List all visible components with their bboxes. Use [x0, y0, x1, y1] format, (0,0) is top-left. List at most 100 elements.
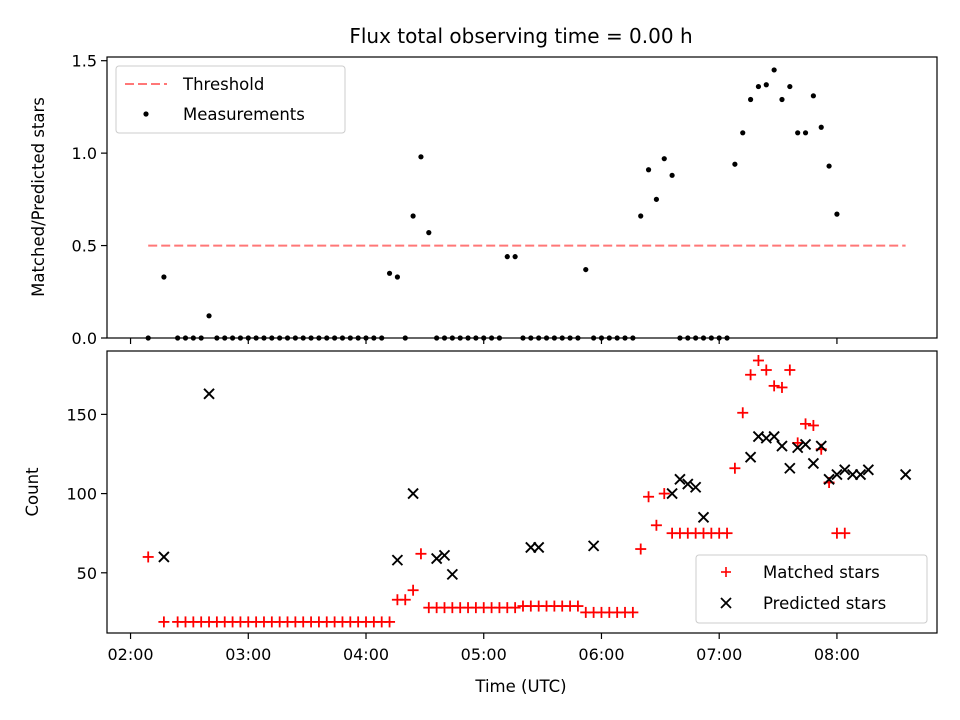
predicted-stars-point — [807, 457, 820, 470]
matched-stars-point — [839, 527, 851, 539]
legend-predicted-swatch — [720, 597, 732, 609]
predicted-stars-point — [854, 468, 867, 481]
matched-stars-point — [650, 519, 662, 531]
matched-stars-point — [399, 594, 411, 606]
measurement-point — [810, 93, 816, 99]
legend-threshold-label: Threshold — [182, 75, 264, 94]
matched-stars-point — [658, 488, 670, 500]
legend-measurements-swatch — [143, 111, 149, 117]
y-tick-label: 1.0 — [72, 144, 97, 163]
matched-stars-point — [800, 418, 812, 430]
predicted-stars-point — [815, 440, 827, 452]
y-tick-label: 150 — [66, 405, 97, 424]
matched-stars-point — [627, 606, 639, 618]
measurement-point — [645, 167, 652, 173]
top-panel-legend: Threshold Measurements — [115, 65, 346, 134]
predicted-stars-point — [666, 487, 678, 500]
measurement-point — [779, 96, 785, 103]
measurement-point — [504, 254, 510, 260]
predicted-stars-point — [682, 478, 694, 490]
measurement-point — [512, 254, 518, 260]
predicted-stars-point — [430, 552, 443, 565]
predicted-stars-point — [823, 473, 835, 485]
matched-stars-point — [729, 462, 741, 474]
x-tick-label: 07:00 — [696, 645, 742, 664]
top-panel-ylabel: Matched/Predicted stars — [29, 97, 48, 297]
chart-title: Flux total observing time = 0.00 h — [349, 24, 692, 48]
measurement-point — [755, 83, 762, 90]
predicted-stars-point — [899, 468, 912, 481]
matched-stars-point — [737, 407, 749, 419]
measurement-point — [418, 154, 424, 160]
measurement-point — [771, 67, 777, 73]
measurement-point — [653, 196, 660, 202]
measurement-point — [394, 274, 401, 280]
measurement-point — [826, 163, 832, 169]
predicted-stars-point — [587, 540, 600, 552]
predicted-stars-point — [674, 473, 686, 485]
measurement-point — [206, 313, 212, 319]
y-tick-label: 0.5 — [72, 237, 97, 256]
matched-stars-point — [509, 602, 521, 614]
legend-measurements-label: Measurements — [183, 105, 305, 124]
predicted-stars-point — [744, 451, 757, 463]
x-tick-label: 03:00 — [225, 645, 271, 664]
measurement-point — [638, 213, 644, 219]
legend-matched-swatch — [721, 567, 731, 577]
measurement-point — [583, 266, 589, 273]
matched-stars-point — [784, 364, 796, 376]
predicted-stars-point — [391, 554, 404, 566]
matched-stars-point — [384, 616, 396, 628]
matched-stars-point — [643, 491, 655, 503]
x-tick-label: 08:00 — [814, 645, 860, 664]
measurement-point — [732, 161, 738, 167]
predicted-stars-point — [407, 487, 419, 500]
measurement-point — [740, 130, 746, 136]
y-tick-label: 0.0 — [72, 329, 97, 348]
y-tick-label: 1.5 — [72, 52, 97, 71]
measurement-point — [669, 172, 675, 178]
top-panel: 0.0 0.5 1.0 1.5 Matched/Predicted stars Thr… — [29, 52, 938, 348]
measurement-point — [802, 130, 809, 136]
matched-stars-point — [776, 381, 788, 393]
predicted-stars-point — [697, 511, 710, 524]
measurement-point — [386, 270, 393, 276]
matched-stars-point — [415, 548, 427, 560]
matched-stars-point — [768, 380, 780, 392]
matched-stars-point — [407, 584, 419, 596]
legend-matched-label: Matched stars — [763, 563, 880, 582]
matched-stars-point — [721, 527, 733, 539]
predicted-stars-point — [533, 541, 545, 554]
predicted-stars-point — [792, 441, 804, 454]
y-tick-label: 50 — [77, 564, 97, 583]
x-tick-label: 05:00 — [461, 645, 507, 664]
measurement-point — [410, 213, 416, 219]
matched-stars-point — [752, 355, 764, 367]
bottom-panel: 50 100 150 02:00 03:00 04:00 05:00 06:00 07:00 0… — [23, 350, 938, 696]
predicted-stars-point — [776, 440, 788, 452]
measurement-point — [763, 82, 769, 88]
matched-stars-point — [142, 551, 154, 563]
predicted-stars-point — [158, 551, 170, 563]
bottom-panel-legend: Matched stars Predicted stars — [695, 554, 928, 624]
measurement-point — [834, 211, 840, 217]
x-tick-label: 06:00 — [578, 645, 624, 664]
bottom-panel-frame — [106, 350, 938, 634]
matched-stars-point — [635, 543, 647, 555]
measurement-point — [787, 83, 793, 90]
measurement-point — [747, 96, 754, 103]
matched-stars-point — [572, 600, 584, 612]
legend-predicted-label: Predicted stars — [763, 594, 886, 613]
measurement-point — [795, 130, 801, 136]
x-tick-label: 02:00 — [107, 645, 153, 664]
predicted-stars-point — [438, 549, 451, 562]
predicted-stars-point — [862, 464, 874, 476]
predicted-stars-point — [839, 464, 851, 476]
predicted-stars-point — [784, 462, 796, 474]
matched-stars-point — [807, 419, 819, 431]
matched-stars-point — [760, 364, 772, 376]
x-axis-label: Time (UTC) — [474, 677, 566, 696]
y-tick-label: 100 — [66, 485, 97, 504]
predicted-stars-point — [203, 388, 215, 400]
